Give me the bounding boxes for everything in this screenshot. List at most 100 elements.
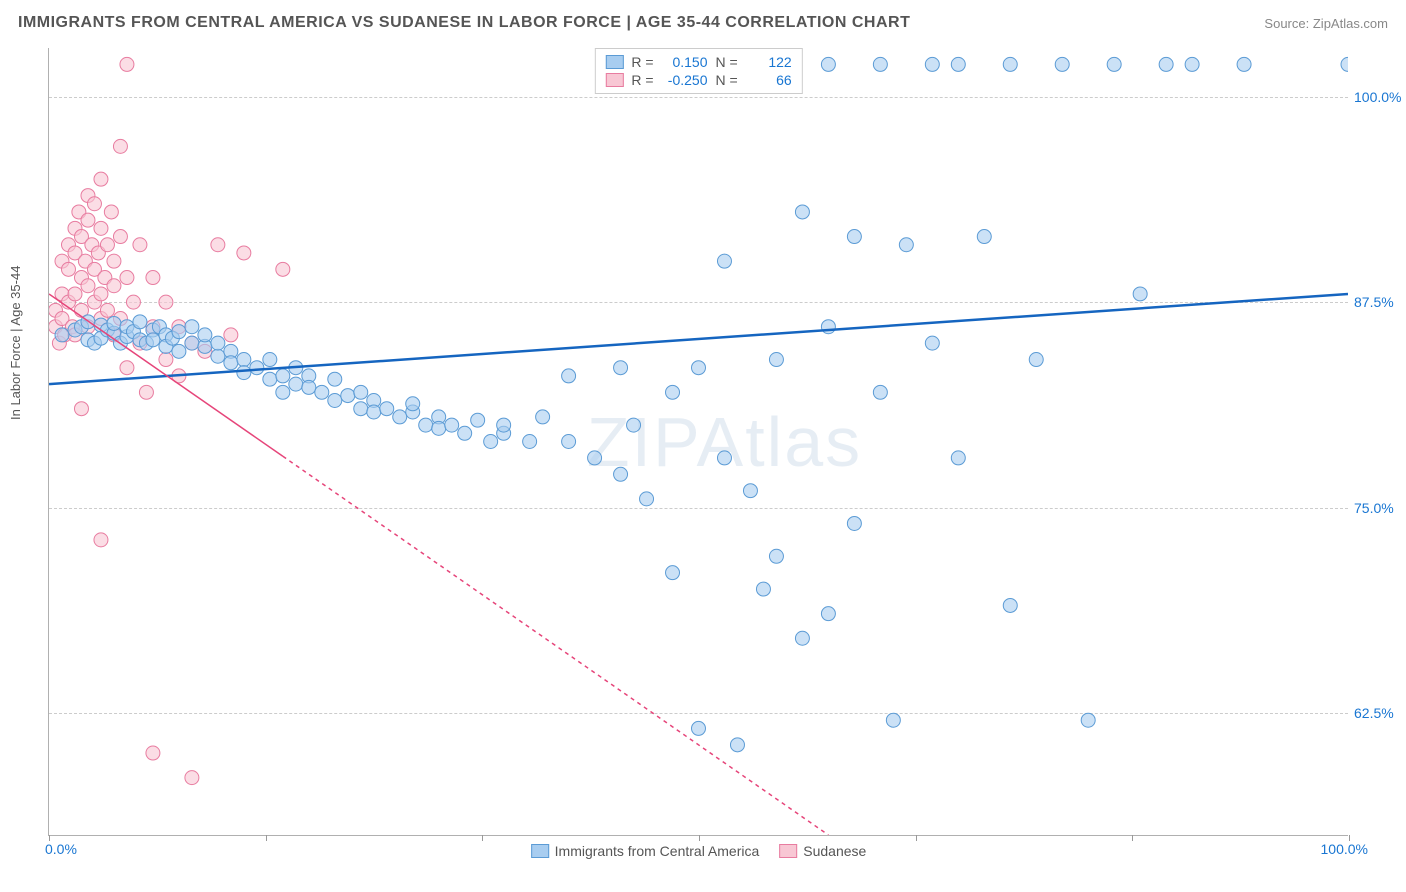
series-legend: Immigrants from Central America Sudanese [531, 843, 867, 859]
scatter-point [458, 426, 472, 440]
scatter-point [302, 380, 316, 394]
scatter-point [354, 402, 368, 416]
source-value: ZipAtlas.com [1313, 16, 1388, 31]
scatter-point [341, 389, 355, 403]
scatter-point [627, 418, 641, 432]
scatter-point [873, 57, 887, 71]
scatter-point [471, 413, 485, 427]
x-tick [1349, 835, 1350, 841]
scatter-point [445, 418, 459, 432]
scatter-point [821, 607, 835, 621]
scatter-point [185, 320, 199, 334]
y-tick-label: 75.0% [1354, 500, 1406, 516]
scatter-point [666, 566, 680, 580]
scatter-point [100, 303, 114, 317]
scatter-point [1341, 57, 1348, 71]
scatter-point [769, 353, 783, 367]
chart-title: IMMIGRANTS FROM CENTRAL AMERICA VS SUDAN… [18, 14, 910, 32]
legend-swatch-b2 [779, 844, 797, 858]
y-tick-label: 87.5% [1354, 294, 1406, 310]
r-value-b: -0.250 [662, 72, 708, 88]
legend-row-series-b: R = -0.250 N = 66 [605, 71, 791, 89]
scatter-point [107, 279, 121, 293]
scatter-point [640, 492, 654, 506]
scatter-point [146, 271, 160, 285]
scatter-point [756, 582, 770, 596]
r-label-b: R = [631, 72, 653, 88]
legend-label-a: Immigrants from Central America [555, 843, 760, 859]
scatter-point [185, 336, 199, 350]
scatter-point [94, 287, 108, 301]
scatter-point [1107, 57, 1121, 71]
scatter-point [104, 205, 118, 219]
scatter-point [120, 361, 134, 375]
scatter-point [951, 57, 965, 71]
scatter-point [224, 356, 238, 370]
chart-header: IMMIGRANTS FROM CENTRAL AMERICA VS SUDAN… [18, 14, 1388, 32]
scatter-point [198, 328, 212, 342]
scatter-point [94, 221, 108, 235]
legend-label-b: Sudanese [803, 843, 866, 859]
correlation-legend: R = 0.150 N = 122 R = -0.250 N = 66 [594, 48, 802, 94]
x-tick [916, 835, 917, 841]
scatter-point [588, 451, 602, 465]
r-value-a: 0.150 [662, 54, 708, 70]
scatter-point [100, 238, 114, 252]
scatter-point [211, 336, 225, 350]
scatter-point [289, 377, 303, 391]
scatter-point [263, 353, 277, 367]
scatter-point [276, 385, 290, 399]
scatter-point [61, 262, 75, 276]
n-value-b: 66 [746, 72, 792, 88]
scatter-point [769, 549, 783, 563]
scatter-point [743, 484, 757, 498]
scatter-point [523, 435, 537, 449]
scatter-point [873, 385, 887, 399]
scatter-point [94, 172, 108, 186]
scatter-point [1133, 287, 1147, 301]
scatter-point [406, 397, 420, 411]
scatter-point [497, 418, 511, 432]
scatter-point [562, 435, 576, 449]
scatter-point [81, 213, 95, 227]
scatter-point [432, 421, 446, 435]
scatter-point [692, 721, 706, 735]
scatter-point [126, 295, 140, 309]
scatter-point [328, 372, 342, 386]
scatter-point [484, 435, 498, 449]
legend-swatch-b [605, 73, 623, 87]
scatter-point [159, 295, 173, 309]
scatter-point [1159, 57, 1173, 71]
scatter-point [393, 410, 407, 424]
scatter-point [1055, 57, 1069, 71]
scatter-point [614, 361, 628, 375]
scatter-point [367, 405, 381, 419]
scatter-point [1237, 57, 1251, 71]
scatter-point [250, 361, 264, 375]
scatter-point [139, 385, 153, 399]
x-axis-min-label: 0.0% [45, 841, 77, 857]
scatter-point [821, 320, 835, 334]
x-tick [266, 835, 267, 841]
scatter-point [795, 631, 809, 645]
scatter-point [120, 57, 134, 71]
scatter-point [925, 57, 939, 71]
scatter-point [276, 262, 290, 276]
scatter-point [224, 328, 238, 342]
scatter-point [211, 238, 225, 252]
x-tick [699, 835, 700, 841]
scatter-point [133, 238, 147, 252]
scatter-point [74, 402, 88, 416]
scatter-point [94, 533, 108, 547]
y-tick-label: 62.5% [1354, 705, 1406, 721]
legend-swatch-a [605, 55, 623, 69]
scatter-point [717, 451, 731, 465]
n-value-a: 122 [746, 54, 792, 70]
plot-area: ZIPAtlas R = 0.150 N = 122 R = -0.250 N … [48, 48, 1348, 836]
n-label: N = [716, 54, 738, 70]
legend-item-b: Sudanese [779, 843, 866, 859]
scatter-point [133, 315, 147, 329]
scatter-point [354, 385, 368, 399]
y-axis-label: In Labor Force | Age 35-44 [8, 266, 23, 420]
scatter-point [237, 366, 251, 380]
